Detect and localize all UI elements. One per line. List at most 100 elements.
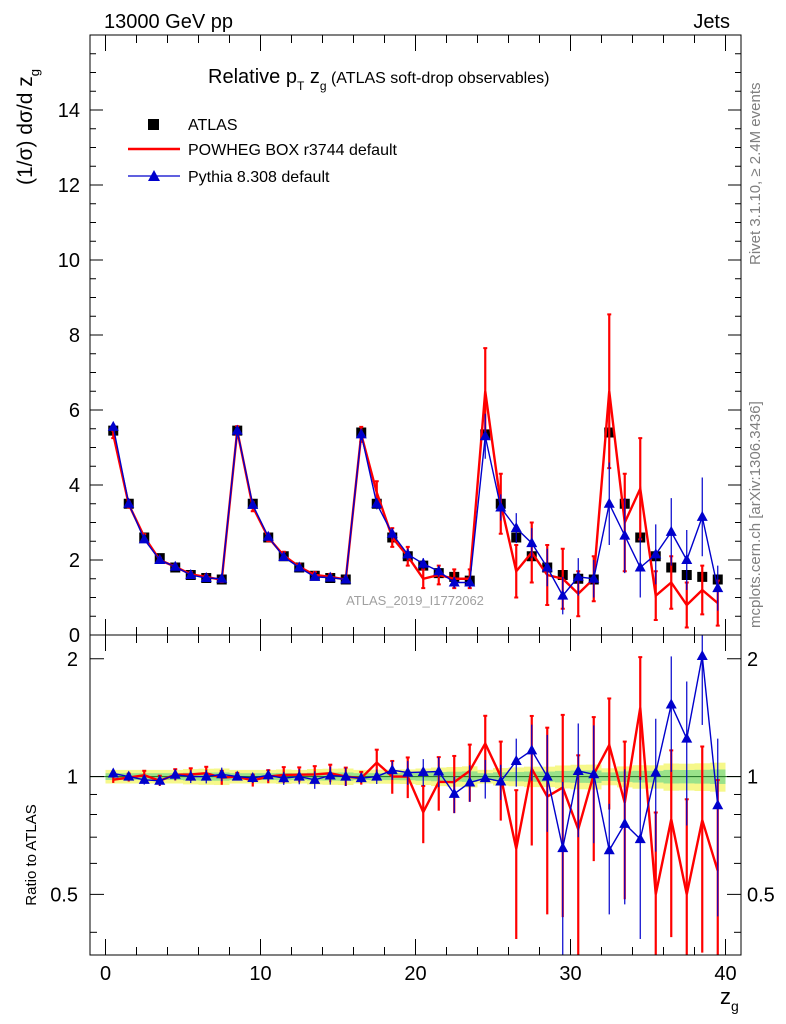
y-tick-label: 0 <box>69 625 80 647</box>
pythia-point <box>200 572 212 582</box>
ratio-y-tick-label: 2 <box>67 649 78 671</box>
pythia-point <box>665 525 677 536</box>
main-ticks: 0 2 4 6 8 10 12 14 <box>58 34 741 647</box>
pythia-point <box>371 497 383 508</box>
legend-marker-atlas <box>148 119 159 130</box>
pythia-ratio-point <box>681 732 693 743</box>
pythia-ratio-point <box>541 770 553 781</box>
ratio-panel: 0 10 20 30 40 0.5 0.5 1 1 2 2 Ratio to ATLAS zg <box>23 634 775 1014</box>
header-right: Jets <box>693 11 730 33</box>
rivet-label: Rivet 3.1.10, ≥ 2.4M events <box>747 83 764 266</box>
legend-marker-pythia <box>148 170 160 181</box>
ratio-y-tick-label-right: 2 <box>747 649 758 671</box>
pythia-ratio-point <box>557 842 569 853</box>
y-tick-label: 14 <box>58 100 80 122</box>
pythia-point <box>138 533 150 544</box>
pythia-point <box>448 576 460 587</box>
legend-label-atlas: ATLAS <box>188 117 238 134</box>
pythia-ratio-point <box>278 772 290 783</box>
analysis-watermark: ATLAS_2019_I1772062 <box>346 593 484 608</box>
pythia-point <box>216 572 228 583</box>
pythia-point <box>619 529 631 540</box>
pythia-ratio-point <box>324 769 336 780</box>
pythia-point <box>557 589 569 600</box>
ratio-y-tick-label: 0.5 <box>50 884 78 906</box>
pythia-ratio-point <box>262 769 274 780</box>
pythia-point <box>433 565 445 576</box>
pythia-ratio-point <box>107 767 119 778</box>
pythia-ratio-point <box>417 766 429 777</box>
pythia-point <box>293 561 305 572</box>
powheg-ratio-line <box>113 707 719 895</box>
pythia-ratio-point <box>154 774 166 785</box>
pythia-ratio-point <box>479 772 491 783</box>
pythia-point <box>355 428 367 439</box>
pythia-ratio-point <box>123 770 135 781</box>
x-tick-label: 10 <box>249 963 271 985</box>
y-tick-label: 6 <box>69 400 80 422</box>
pythia-point <box>402 548 414 559</box>
pythia-ratio-point <box>185 770 197 781</box>
chart-title: Relative pT zg (ATLAS soft-drop observab… <box>208 66 549 93</box>
pythia-ratio-point <box>247 772 259 783</box>
ratio-ticks: 0 10 20 30 40 0.5 0.5 1 1 2 2 <box>50 635 775 985</box>
pythia-point <box>185 569 197 579</box>
ratio-y-tick-label-right: 1 <box>747 767 758 789</box>
y-tick-label: 2 <box>69 550 80 572</box>
pythia-ratio-point <box>510 754 522 765</box>
main-series-layer <box>107 313 724 629</box>
ratio-y-tick-label-right: 0.5 <box>747 884 775 906</box>
pythia-point <box>696 510 708 521</box>
pythia-point <box>541 561 553 572</box>
pythia-point <box>464 576 476 587</box>
x-axis-label: zg <box>720 984 739 1014</box>
pythia-point <box>247 498 259 509</box>
x-tick-label: 0 <box>100 963 111 985</box>
y-tick-label: 12 <box>58 175 80 197</box>
powheg-line <box>112 391 719 607</box>
pythia-ratio-point <box>588 768 600 779</box>
pythia-point <box>386 527 398 538</box>
pythia-ratio-point <box>371 770 383 781</box>
pythia-point <box>324 571 336 582</box>
pythia-ratio-point <box>634 833 646 844</box>
pythia-ratio-point <box>231 770 243 781</box>
pythia-ratio-point <box>526 744 538 755</box>
pythia-point <box>526 537 538 548</box>
pythia-ratio-point <box>712 799 724 810</box>
header-left: 13000 GeV pp <box>104 11 233 33</box>
pythia-point <box>340 573 352 584</box>
pythia-point <box>309 570 321 581</box>
pythia-ratio-point <box>433 765 445 776</box>
legend-label-powheg: POWHEG BOX r3744 default <box>188 142 398 159</box>
pythia-line <box>112 426 719 597</box>
legend-label-pythia: Pythia 8.308 default <box>188 169 330 186</box>
pythia-point <box>588 572 600 583</box>
pythia-ratio-point <box>650 766 662 777</box>
pythia-point <box>154 554 166 564</box>
pythia-point <box>603 497 615 508</box>
pythia-ratio-point <box>216 768 228 779</box>
x-tick-label: 40 <box>714 963 736 985</box>
mcplots-label: mcplots.cern.ch [arXiv:1306.3436] <box>747 401 764 628</box>
pythia-ratio-point <box>619 817 631 828</box>
x-tick-label: 30 <box>559 963 581 985</box>
pythia-point <box>107 420 119 431</box>
pythia-ratio-point <box>169 768 181 779</box>
pythia-point <box>262 530 274 541</box>
pythia-ratio-point <box>355 772 367 783</box>
legend: ATLAS POWHEG BOX r3744 default Pythia 8.… <box>128 117 398 186</box>
ratio-y-axis-label: Ratio to ATLAS <box>23 804 40 905</box>
pythia-point <box>650 548 662 559</box>
pythia-ratio-point <box>200 770 212 781</box>
pythia-point <box>417 557 429 568</box>
ratio-series-layer <box>107 635 724 955</box>
x-tick-label: 20 <box>404 963 426 985</box>
pythia-ratio-point <box>572 764 584 775</box>
pythia-ratio-point <box>464 776 476 787</box>
y-tick-label: 10 <box>58 250 80 272</box>
pythia-point <box>169 560 181 571</box>
pythia-point <box>495 501 507 512</box>
y-tick-label: 8 <box>69 325 80 347</box>
